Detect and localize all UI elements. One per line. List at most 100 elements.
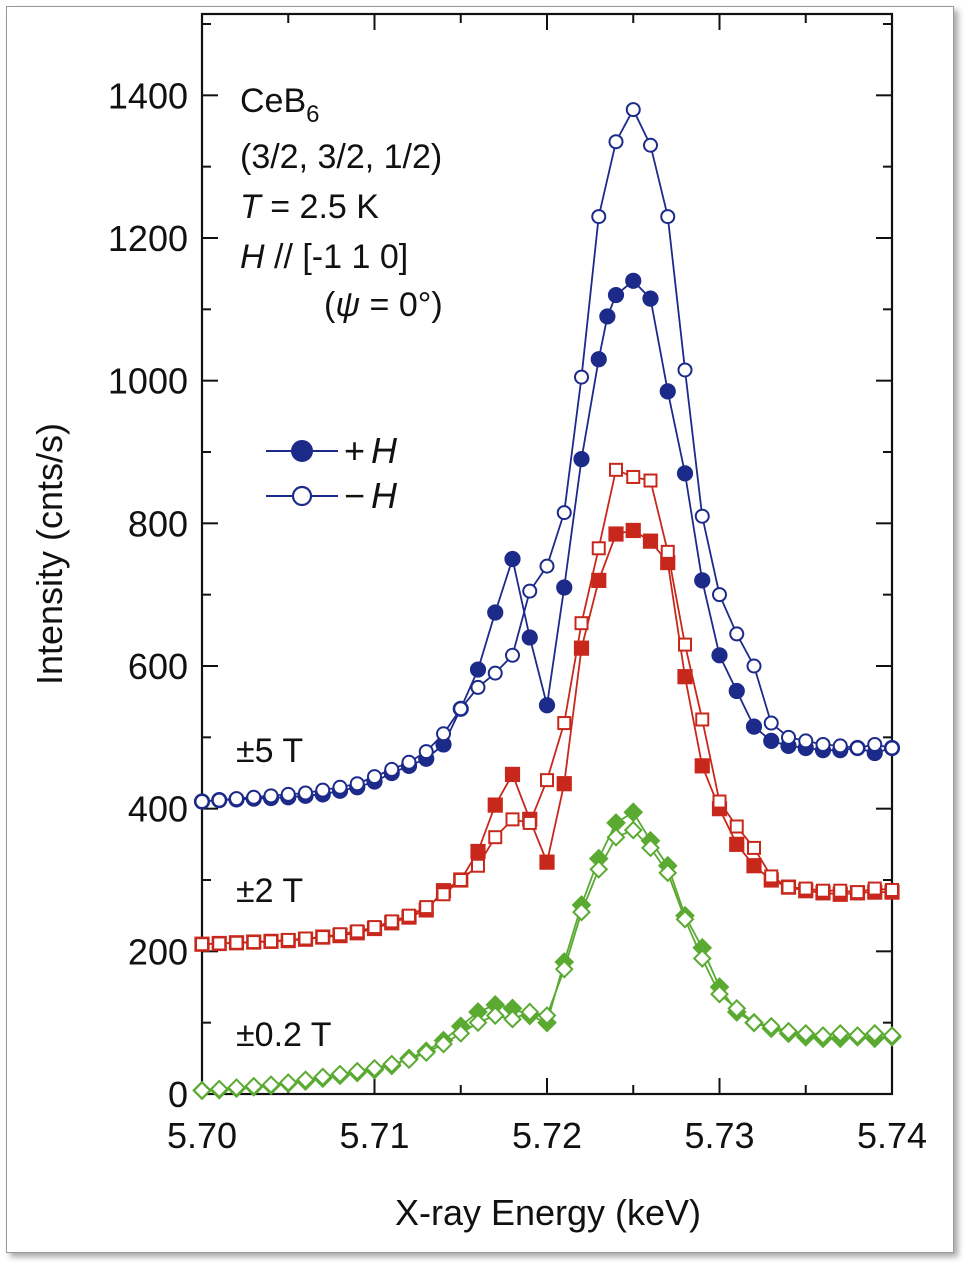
data-point <box>676 465 694 482</box>
data-point <box>382 1054 402 1074</box>
data-point <box>865 1023 885 1043</box>
data-point <box>538 697 556 714</box>
data-point <box>505 647 520 663</box>
psi-value: = 0°) <box>360 286 443 324</box>
series-line <box>201 279 893 803</box>
data-point <box>487 604 504 621</box>
data-point <box>746 858 762 874</box>
field-value: // [-1 1 0] <box>265 238 409 276</box>
data-point <box>728 682 745 700</box>
data-point <box>505 812 520 827</box>
annotation-sample: CeB6 <box>240 82 320 128</box>
data-point <box>264 934 278 949</box>
psi-variable: ψ <box>335 286 360 324</box>
y-tick-label: 200 <box>128 931 188 972</box>
field-label-5t: ±5 T <box>236 732 303 770</box>
figure-frame <box>6 6 954 1253</box>
data-point <box>643 137 658 153</box>
field-label-0-2t: ±0.2 T <box>236 1016 332 1054</box>
y-tick-label: 600 <box>128 646 188 687</box>
data-point <box>729 626 745 642</box>
data-point <box>763 715 779 731</box>
data-point <box>313 1067 333 1087</box>
legend-sign-plus: + <box>344 430 365 471</box>
data-point <box>677 362 693 378</box>
data-point <box>590 351 607 368</box>
data-point <box>643 473 658 488</box>
data-point <box>434 1034 453 1054</box>
data-point <box>365 1058 384 1078</box>
data-point <box>315 930 330 945</box>
data-point <box>384 914 399 929</box>
data-point <box>692 949 712 968</box>
data-point <box>625 272 642 289</box>
field-label-2t: ±2 T <box>236 872 303 910</box>
data-point <box>867 881 882 896</box>
data-point <box>815 736 831 752</box>
data-point <box>192 1081 212 1100</box>
data-point <box>623 802 644 823</box>
data-point <box>816 883 830 898</box>
data-point <box>330 1064 350 1084</box>
temp-value: = 2.5 K <box>261 188 379 226</box>
annotation-reflection: (3/2, 3/2, 1/2) <box>240 138 442 176</box>
data-point <box>468 1013 488 1033</box>
data-point <box>436 887 451 902</box>
y-tick-labels: 0 200 400 600 800 1000 1200 1400 <box>108 75 188 1115</box>
data-point <box>469 661 487 678</box>
data-point <box>554 959 574 979</box>
data-point <box>711 647 728 664</box>
data-point <box>746 658 762 674</box>
data-point <box>729 836 745 852</box>
legend-var-plus: H <box>371 430 398 471</box>
data-point <box>884 740 900 756</box>
data-point <box>451 1023 471 1043</box>
y-tick-label: 1200 <box>108 218 188 259</box>
data-point <box>347 1061 367 1081</box>
data-point <box>520 1002 540 1022</box>
data-point <box>416 1043 436 1063</box>
data-point <box>591 541 606 556</box>
field-variable: H <box>240 238 265 276</box>
data-point <box>626 469 641 484</box>
data-point <box>710 984 729 1004</box>
psi-open: ( <box>324 286 336 324</box>
data-point <box>642 290 659 307</box>
data-point <box>453 701 469 717</box>
data-point <box>485 1006 505 1025</box>
data-point <box>677 669 693 685</box>
data-point <box>606 827 626 847</box>
data-point <box>747 840 761 855</box>
legend-var-minus: H <box>371 475 398 516</box>
data-point <box>779 1021 798 1041</box>
data-point <box>745 718 763 735</box>
data-point <box>607 286 625 304</box>
data-point <box>522 583 538 599</box>
legend-sign-minus: − <box>344 475 365 516</box>
data-point <box>436 726 451 742</box>
legend-label-minus-h: − H <box>344 475 398 516</box>
data-point <box>678 637 692 652</box>
y-tick-label: 400 <box>128 789 188 830</box>
x-tick-labels: 5.70 5.71 5.72 5.73 5.74 <box>167 1115 927 1156</box>
data-point <box>675 909 695 929</box>
x-axis-label: X-ray Energy (keV) <box>395 1192 701 1233</box>
data-point <box>591 209 607 225</box>
data-point <box>537 1006 557 1025</box>
data-point <box>522 815 537 830</box>
data-point <box>556 776 572 792</box>
legend-marker-filled-circle <box>291 440 313 462</box>
data-point <box>503 1009 522 1029</box>
data-point <box>642 533 659 549</box>
x-tick-label: 5.71 <box>339 1115 409 1156</box>
data-point <box>694 572 711 589</box>
data-point <box>761 1016 781 1036</box>
data-point <box>298 931 313 946</box>
data-point <box>798 881 813 896</box>
data-point <box>244 1076 264 1096</box>
data-point <box>280 786 296 802</box>
temp-variable: T <box>240 188 263 226</box>
data-point <box>609 462 623 477</box>
x-tick-label: 5.74 <box>857 1115 927 1156</box>
